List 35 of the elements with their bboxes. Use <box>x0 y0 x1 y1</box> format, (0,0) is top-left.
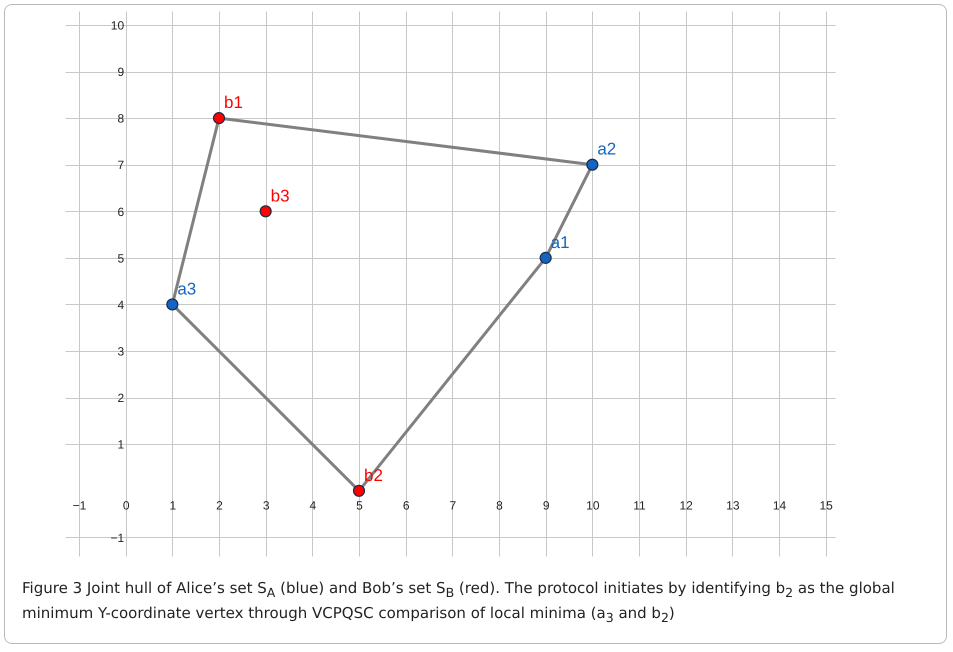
y-tick-label: 3 <box>117 344 124 359</box>
data-label: b1 <box>224 93 243 112</box>
x-tick-label: 2 <box>216 498 224 512</box>
x-tick-label: 14 <box>772 498 786 512</box>
y-tick-label: 7 <box>117 158 124 172</box>
x-tick-label: 4 <box>309 498 316 512</box>
x-tick-label: 6 <box>402 498 410 512</box>
x-tick-label: 0 <box>122 498 130 512</box>
data-label: a3 <box>177 279 196 298</box>
x-tick-label: 11 <box>633 498 646 512</box>
text: Figure 3 Joint hull of Alice’s set S$_{A}$ (blue) and Bob’s set S$_{B}$ (red). The protocol initiates by identifying b$_{2}$ as the global minimum Y-coordinate vertex through VCPQSC comparison of local minima (a$_{3}$ and b$_{2}$) <box>22 579 895 625</box>
x-tick-label: 9 <box>542 498 550 512</box>
x-tick-label: 7 <box>449 498 456 512</box>
y-tick-label: −1 <box>110 530 124 545</box>
data-label: a1 <box>550 232 570 252</box>
x-tick-label: 3 <box>262 498 270 512</box>
data-label: b3 <box>270 186 290 206</box>
y-tick-label: 8 <box>117 112 124 126</box>
y-tick-label: 2 <box>117 391 124 406</box>
x-tick-label: 13 <box>726 498 740 512</box>
x-tick-label: 5 <box>356 498 364 512</box>
y-tick-label: 4 <box>117 298 124 312</box>
y-tick-label: 10 <box>110 18 124 32</box>
y-tick-label: 9 <box>117 65 124 80</box>
x-tick-label: 10 <box>586 498 600 512</box>
data-label: b2 <box>364 466 383 485</box>
x-tick-label: 1 <box>169 498 176 512</box>
x-tick-label: −1 <box>72 498 87 512</box>
x-tick-label: 12 <box>679 498 694 512</box>
y-tick-label: 6 <box>117 204 124 219</box>
x-tick-label: 15 <box>819 498 834 512</box>
data-label: a2 <box>597 140 616 159</box>
y-tick-label: 5 <box>117 251 124 266</box>
y-tick-label: 1 <box>117 438 124 452</box>
x-tick-label: 8 <box>496 498 504 512</box>
